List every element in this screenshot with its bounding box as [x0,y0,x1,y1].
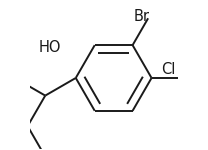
Text: HO: HO [39,40,61,55]
Text: Cl: Cl [161,62,176,77]
Text: Br: Br [134,9,150,24]
